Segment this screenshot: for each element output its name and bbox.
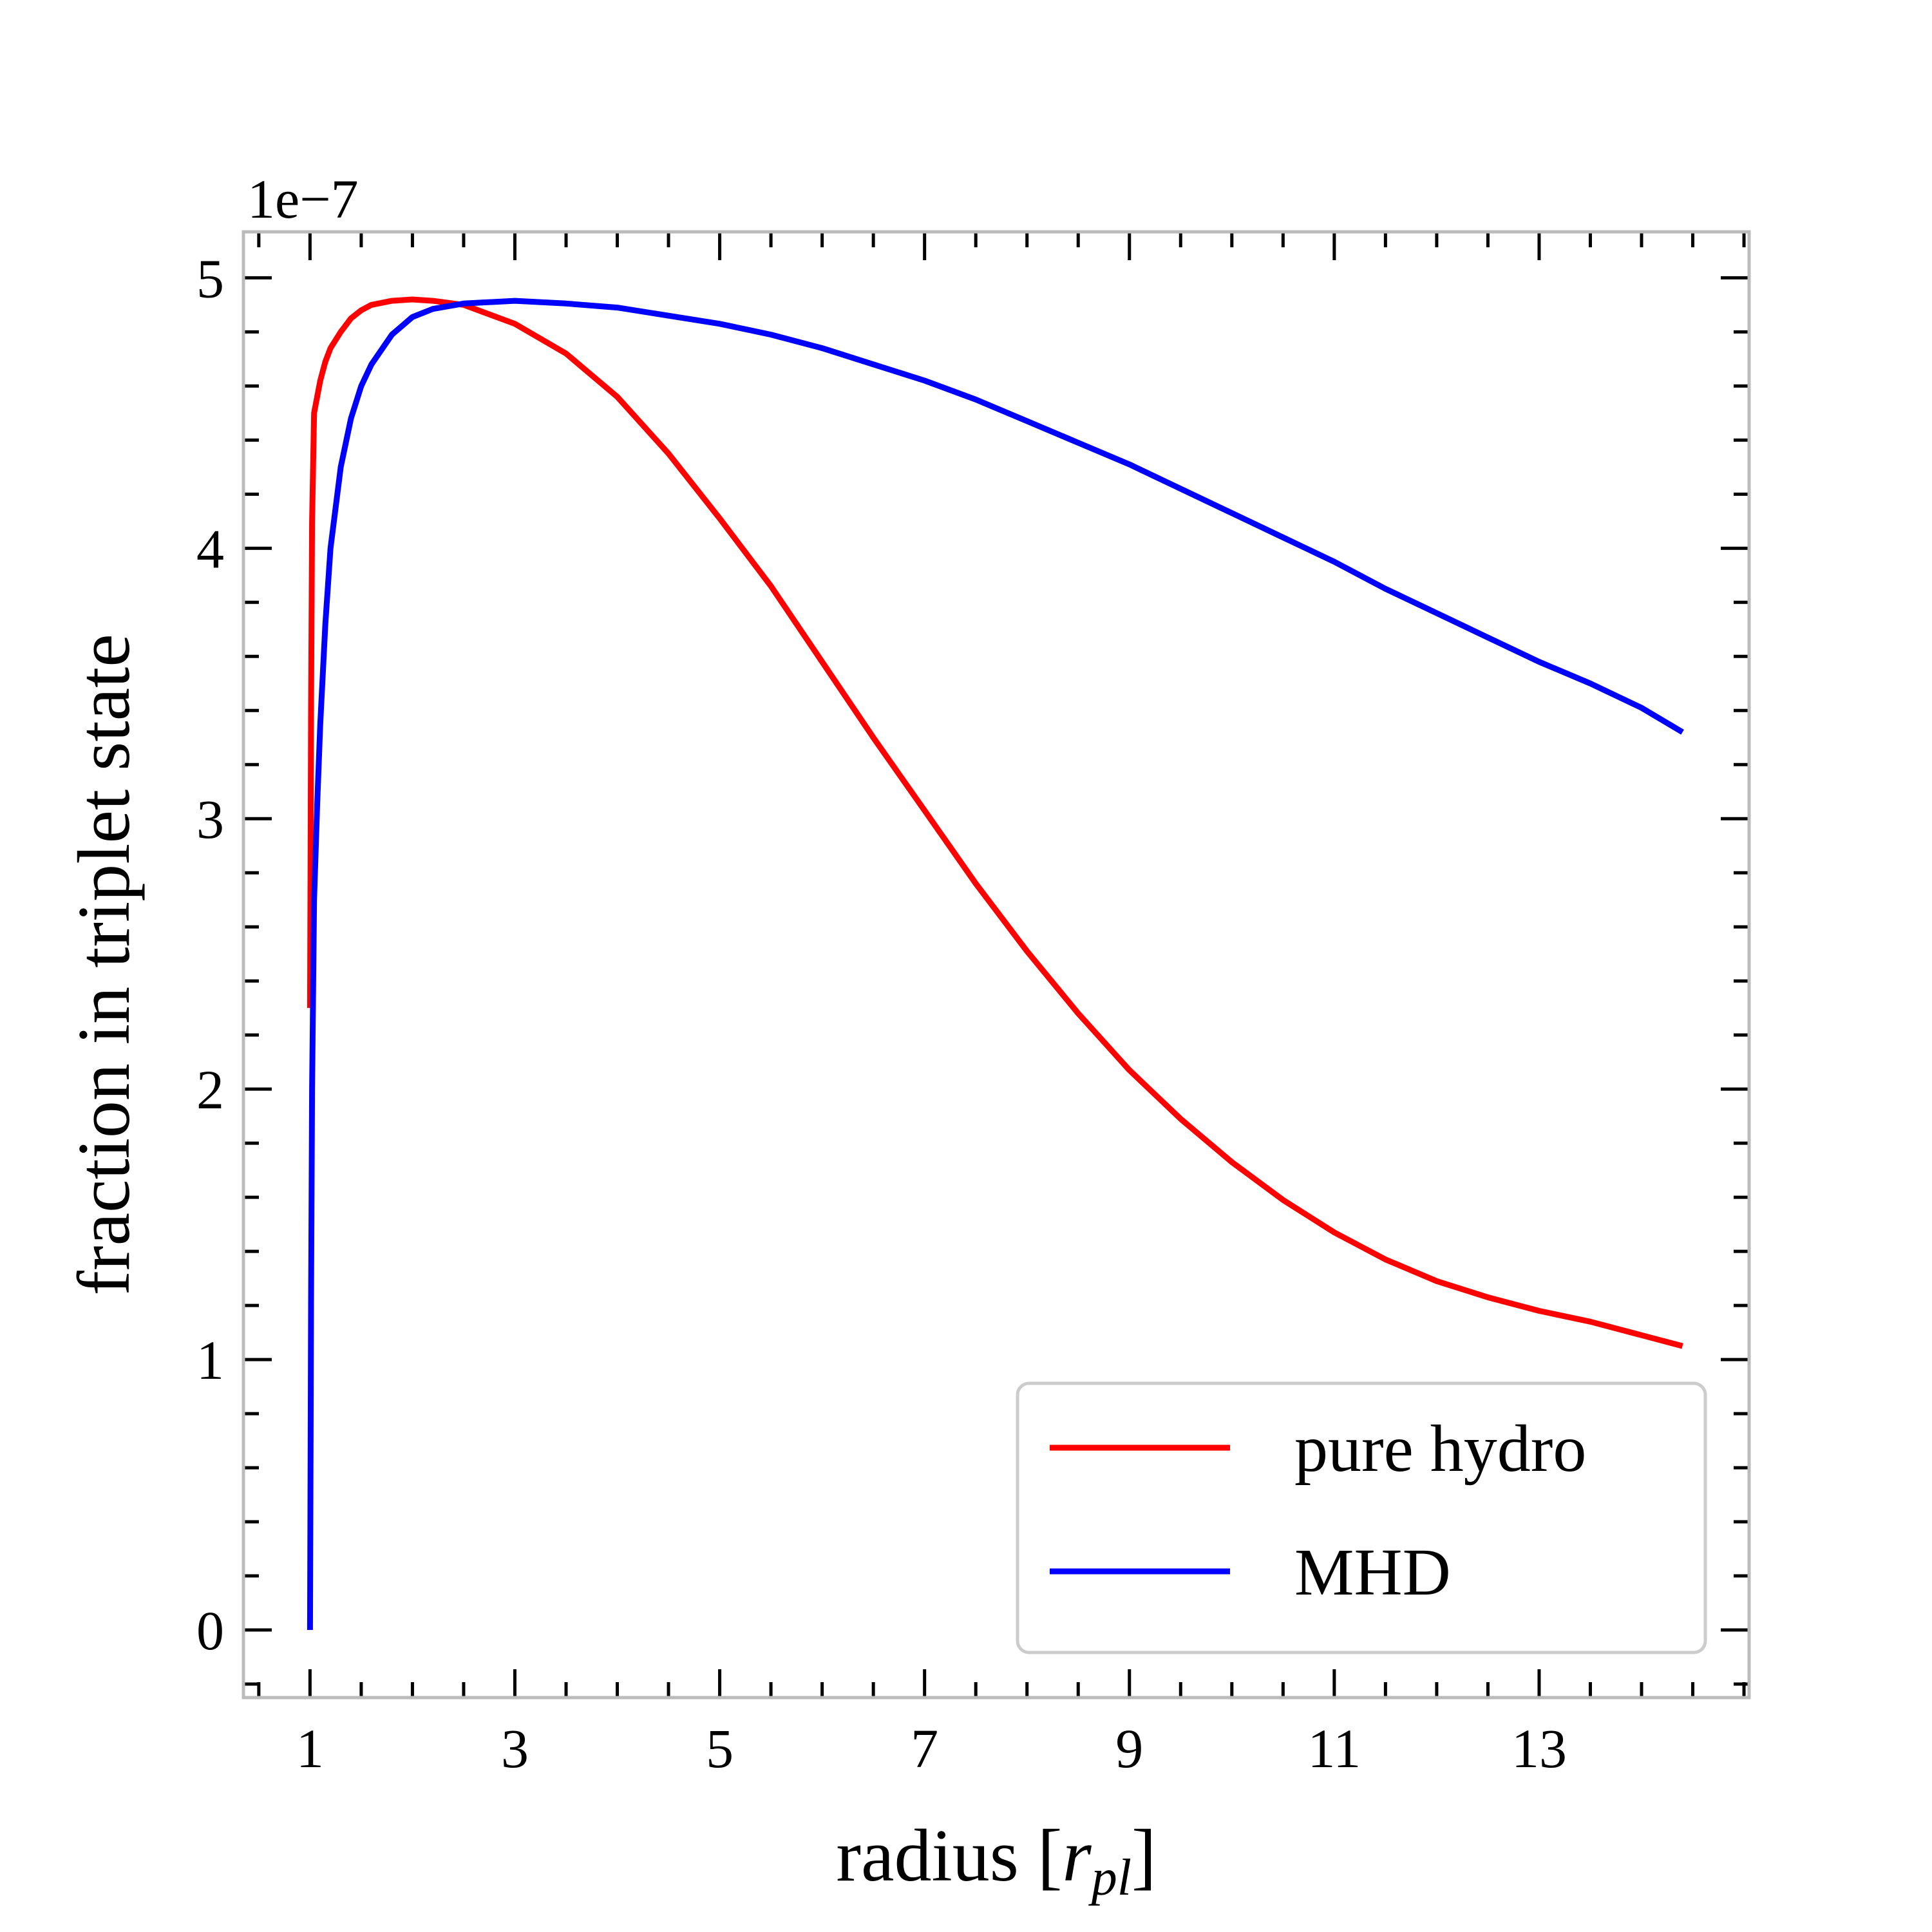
series-line-pure-hydro: [307, 296, 1683, 1349]
x-axis-title: radius [rpl]: [836, 1815, 1156, 1906]
y-tick-label: 5: [196, 247, 224, 309]
x-axis-title-var: r: [1063, 1815, 1092, 1897]
y-tick-label: 2: [196, 1059, 224, 1121]
series-layer: [307, 296, 1684, 1631]
x-tick-label: 1: [296, 1718, 324, 1779]
ticks-layer: [243, 232, 1749, 1698]
x-tick-label: 7: [911, 1718, 938, 1779]
x-tick-label: 11: [1307, 1718, 1361, 1779]
series-line-mhd: [307, 298, 1684, 1631]
x-tick-label: 3: [501, 1718, 529, 1779]
plot-frame: [242, 230, 1751, 1700]
x-axis-title-end: ]: [1132, 1815, 1157, 1897]
legend-label-pure-hydro: pure hydro: [1294, 1412, 1586, 1486]
y-tick-label: 4: [196, 518, 224, 580]
x-tick-label: 9: [1115, 1718, 1143, 1779]
legend-label-mhd: MHD: [1294, 1535, 1451, 1609]
x-tick-label: 13: [1511, 1718, 1567, 1779]
y-tick-label: 1: [196, 1329, 224, 1391]
y-tick-label: 0: [196, 1600, 224, 1662]
x-axis-title-sub: pl: [1088, 1850, 1132, 1906]
legend: pure hydro MHD: [1016, 1381, 1707, 1654]
y-tick-label: 3: [196, 788, 224, 850]
y-offset-label: 1e−7: [247, 168, 359, 230]
x-axis-title-text: radius [: [836, 1815, 1062, 1897]
x-tick-label: 5: [706, 1718, 734, 1779]
y-axis-title: fraction in triplet state: [63, 634, 146, 1296]
